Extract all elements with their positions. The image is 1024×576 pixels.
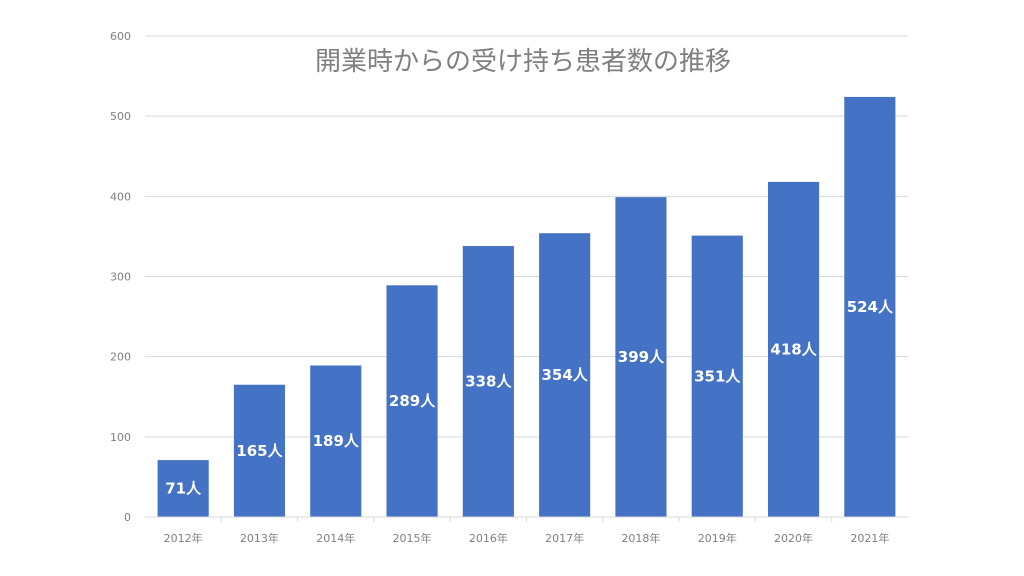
y-tick-label: 100 xyxy=(110,431,131,444)
data-label: 524人 xyxy=(847,298,894,316)
y-tick-label: 400 xyxy=(110,190,131,203)
bar xyxy=(462,246,514,517)
data-label: 165人 xyxy=(236,442,283,460)
data-label: 354人 xyxy=(541,366,588,384)
x-tick-label: 2021年 xyxy=(850,531,889,545)
y-tick-label: 200 xyxy=(110,351,131,364)
data-labels: 71人 165人 189人 289人 338人 354人 399人 351人 418人 524人 xyxy=(165,298,894,498)
data-label: 351人 xyxy=(694,367,741,385)
data-label: 289人 xyxy=(389,392,436,410)
x-tick-label: 2019年 xyxy=(698,531,737,545)
bar xyxy=(691,235,743,518)
y-tick-label: 600 xyxy=(110,30,131,43)
bar xyxy=(615,197,667,517)
bar xyxy=(310,365,362,517)
chart-title: 開業時からの受け持ち患者数の推移 xyxy=(315,47,731,77)
x-tick-label: 2013年 xyxy=(240,531,279,545)
y-tick-label: 300 xyxy=(110,271,131,284)
bar xyxy=(539,233,591,517)
y-axis-ticks: 0 100 200 300 400 500 600 xyxy=(110,30,131,524)
data-label: 189人 xyxy=(313,432,360,450)
bar xyxy=(233,384,286,517)
x-tick-label: 2015年 xyxy=(393,531,432,545)
bar xyxy=(157,460,209,517)
data-label: 71人 xyxy=(165,480,202,498)
y-tick-label: 0 xyxy=(124,511,131,524)
x-tick-label: 2014年 xyxy=(316,531,355,545)
bar xyxy=(844,96,896,517)
data-label: 418人 xyxy=(770,340,817,358)
bars xyxy=(157,96,896,518)
y-tick-label: 500 xyxy=(110,110,131,123)
x-tick-label: 2020年 xyxy=(774,531,813,545)
x-tick-label: 2016年 xyxy=(469,531,508,545)
x-axis-ticks: 2012年 2013年 2014年 2015年 2016年 2017年 2018年 2019年… xyxy=(164,517,889,545)
x-tick-label: 2012年 xyxy=(164,531,203,545)
x-tick-label: 2018年 xyxy=(621,531,660,545)
bar xyxy=(767,181,820,518)
data-label: 338人 xyxy=(465,373,512,391)
bar xyxy=(386,285,438,517)
data-label: 399人 xyxy=(618,348,665,366)
x-tick-label: 2017年 xyxy=(545,531,584,545)
